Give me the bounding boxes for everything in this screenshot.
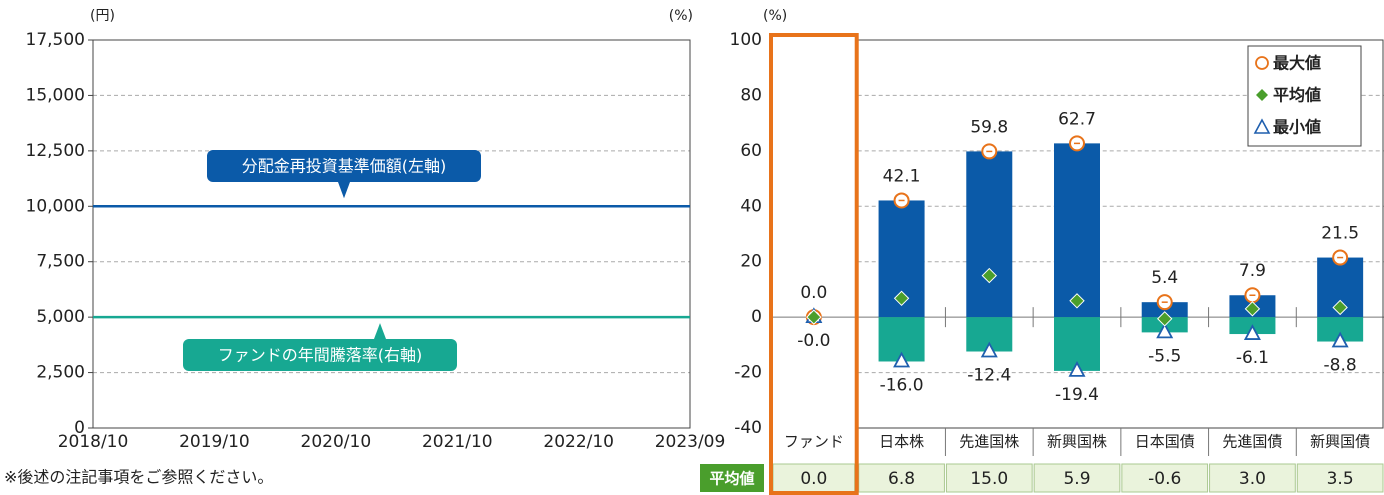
avg-value: -0.6 — [1148, 469, 1181, 489]
y-tick-label: 15,000 — [26, 85, 85, 105]
legend-symbol — [1255, 56, 1269, 70]
x-tick-label: 新興国債 — [1310, 433, 1370, 451]
x-tick-label: 2022/10 — [543, 432, 614, 452]
min-marker — [1068, 361, 1086, 377]
y-tick-label: 100 — [730, 30, 762, 50]
y-tick-label: 40 — [740, 196, 762, 216]
max-value-label: 0.0 — [800, 283, 827, 303]
avg-cell — [1296, 463, 1384, 493]
y-unit-label: (%) — [763, 8, 787, 24]
legend-label: 最小値 — [1273, 118, 1321, 137]
max-value-label: 21.5 — [1321, 224, 1359, 244]
x-tick-label: 2020/10 — [301, 432, 372, 452]
callout-box — [183, 339, 457, 371]
max-bar — [966, 151, 1013, 318]
min-marker — [980, 341, 998, 358]
avg-marker — [893, 290, 910, 307]
y2-unit-label: (%) — [669, 8, 693, 24]
avg-value: 5.9 — [1063, 469, 1090, 489]
min-marker — [1243, 324, 1261, 340]
y-tick-label: 12,500 — [26, 141, 85, 161]
plot-frame — [92, 39, 691, 429]
y-tick-label: 0 — [751, 307, 762, 327]
y-tick-label: 20 — [740, 252, 762, 272]
avg-marker — [1069, 293, 1085, 309]
callout-box — [207, 150, 481, 182]
avg-marker — [806, 309, 822, 325]
min-value-label: -16.0 — [880, 375, 924, 395]
min-value-label: -5.5 — [1148, 346, 1181, 366]
legend-symbol — [1253, 118, 1271, 134]
avg-marker — [981, 267, 997, 284]
y-tick-label: 60 — [740, 141, 762, 161]
min-marker — [1156, 322, 1174, 339]
y-tick-label: -20 — [734, 363, 762, 383]
min-value-label: -19.4 — [1055, 385, 1099, 405]
min-value-label: -6.1 — [1236, 348, 1269, 368]
avg-marker — [1332, 299, 1348, 316]
max-value-label: 7.9 — [1239, 261, 1266, 281]
y-tick-label: 80 — [740, 85, 762, 105]
x-tick-label: 2021/10 — [422, 432, 493, 452]
avg-marker — [1157, 311, 1173, 327]
x-tick-label: 日本株 — [879, 433, 924, 451]
x-tick-label: 新興国株 — [1047, 433, 1107, 451]
avg-cell — [1209, 463, 1296, 493]
legend-symbol — [1256, 89, 1268, 101]
avg-cell — [1033, 463, 1121, 493]
x-tick-label: 日本国債 — [1135, 433, 1195, 451]
max-value-label: 62.7 — [1058, 109, 1096, 129]
avg-marker — [1244, 301, 1261, 317]
callout-pointer — [374, 323, 386, 339]
max-value-label: 5.4 — [1151, 268, 1178, 288]
y-tick-label: -40 — [734, 418, 762, 438]
avg-value: 3.0 — [1239, 469, 1266, 489]
y-tick-label: 0 — [74, 418, 85, 438]
x-tick-label: ファンド — [784, 433, 844, 451]
x-tick-label: 先進国株 — [959, 433, 1019, 451]
avg-value: 6.8 — [888, 469, 915, 489]
y-unit-label: (円) — [90, 8, 115, 24]
max-value-label: 42.1 — [883, 166, 921, 186]
footnote: ※後述の注記事項をご参照ください。 — [4, 468, 273, 487]
legend-label: 最大値 — [1273, 54, 1321, 73]
x-tick-label: 2023/09 — [655, 432, 726, 452]
y-tick-label: 17,500 — [26, 30, 85, 50]
avg-cell — [1121, 463, 1209, 493]
avg-value: 3.5 — [1327, 469, 1354, 489]
y-tick-label: 7,500 — [36, 252, 85, 272]
y-tick-label: 5,000 — [36, 307, 85, 327]
min-marker — [1331, 331, 1349, 348]
callout-pointer — [338, 182, 350, 199]
max-bar — [1054, 143, 1100, 318]
avg-cell — [858, 463, 945, 493]
callout-label: 分配金再投資基準価額(左軸) — [242, 157, 447, 176]
avg-cell — [945, 463, 1033, 493]
x-tick-label: 2019/10 — [179, 432, 250, 452]
avg-value: 15.0 — [970, 469, 1008, 489]
avg-header-label: 平均値 — [709, 470, 754, 488]
avg-cell — [772, 463, 856, 493]
avg-value: 0.0 — [800, 469, 827, 489]
min-value-label: -8.8 — [1324, 356, 1357, 376]
fund-highlight — [769, 33, 859, 495]
y-tick-label: 10,000 — [26, 196, 85, 216]
max-value-label: 59.8 — [970, 117, 1008, 137]
callout-label: ファンドの年間騰落率(右軸) — [218, 346, 423, 365]
y-tick-label: 2,500 — [36, 363, 85, 383]
avg-header — [700, 464, 764, 492]
legend-label: 平均値 — [1273, 86, 1321, 105]
min-marker — [893, 351, 911, 368]
min-value-label: -0.0 — [797, 331, 830, 351]
x-tick-label: 先進国債 — [1222, 433, 1282, 451]
x-tick-label: 2018/10 — [58, 432, 129, 452]
min-value-label: -12.4 — [967, 366, 1011, 386]
